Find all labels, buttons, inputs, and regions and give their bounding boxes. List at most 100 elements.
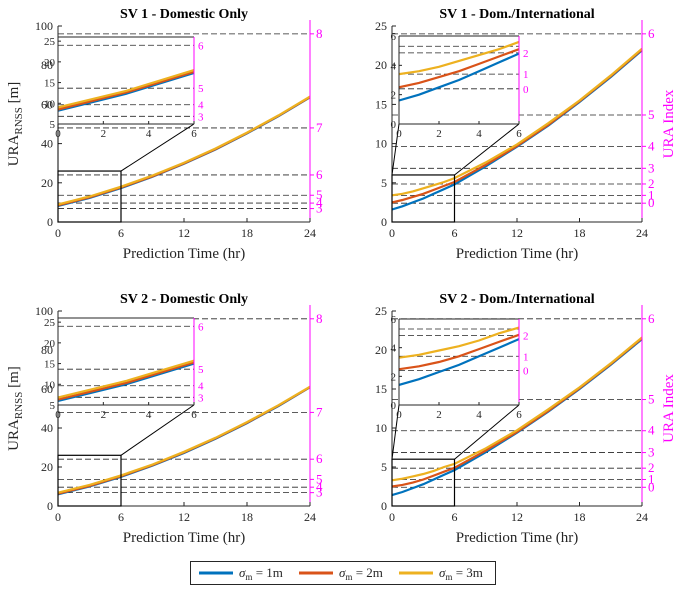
inset-x-tick-label: 2 <box>101 409 107 421</box>
inset-series-line <box>399 48 519 89</box>
inset-background <box>58 37 194 124</box>
inset-right-tick-label: 6 <box>198 321 204 333</box>
y-tick-label: 60 <box>41 97 53 111</box>
inset-x-tick-label: 4 <box>476 409 482 421</box>
inset-background <box>58 318 194 405</box>
right-tick-label: 5 <box>316 187 323 202</box>
right-tick-label: 4 <box>648 138 655 153</box>
inset-x-tick-label: 6 <box>516 409 522 421</box>
inset-y-tick-label: 0 <box>391 119 397 131</box>
y-axis-label-sub: RNSS <box>13 107 25 135</box>
y-axis-label-main: URA <box>6 419 22 451</box>
inset-series-line <box>399 52 519 102</box>
right-tick-label: 7 <box>316 120 323 135</box>
inset-right-tick-label: 5 <box>198 364 204 376</box>
inset-y-tick-label: 20 <box>44 57 56 69</box>
inset-x-tick-label: 6 <box>191 409 197 421</box>
y-tick-label: 0 <box>381 499 387 513</box>
y-tick-label: 25 <box>375 19 387 33</box>
y-tick-label: 40 <box>41 421 53 435</box>
y-tick-label: 80 <box>41 58 53 72</box>
zoom-connector <box>454 123 520 176</box>
zoom-connector <box>454 404 520 460</box>
right-tick-label: 8 <box>316 26 323 41</box>
inset-x-tick-label: 4 <box>146 409 152 421</box>
inset-series-line <box>58 69 194 109</box>
x-tick-label: 18 <box>574 226 586 240</box>
right-tick-label: 0 <box>648 195 655 210</box>
zoom-connector <box>391 123 400 176</box>
inset-x-tick-label: 2 <box>436 128 442 140</box>
y-tick-label: 10 <box>375 137 387 151</box>
right-tick-label: 4 <box>316 479 323 494</box>
x-tick-label: 18 <box>574 510 586 524</box>
x-tick-label: 6 <box>118 510 124 524</box>
inset-series-line <box>58 71 194 112</box>
inset-y-tick-label: 15 <box>44 78 56 90</box>
y-tick-label: 25 <box>375 304 387 318</box>
y-tick-label: 60 <box>41 382 53 396</box>
y-tick-label: 40 <box>41 137 53 151</box>
y-axis-label-right: URA Index <box>661 89 677 158</box>
right-tick-label: 6 <box>316 167 323 182</box>
right-tick-label: 0 <box>648 479 655 494</box>
inset-x-tick-label: 2 <box>436 409 442 421</box>
y-tick-label: 20 <box>375 343 387 357</box>
chart-title: SV 2 - Domestic Only <box>120 292 248 307</box>
y-tick-label: 15 <box>375 97 387 111</box>
y-tick-label: 10 <box>375 421 387 435</box>
inset-x-tick-label: 0 <box>55 409 61 421</box>
y-tick-label: 5 <box>381 176 387 190</box>
x-tick-label: 6 <box>118 226 124 240</box>
right-tick-label: 5 <box>316 471 323 486</box>
inset-x-tick-label: 6 <box>191 128 197 140</box>
legend: σm = 1m σm = 2m σm = 3m <box>190 561 496 585</box>
zoom-box <box>391 458 456 507</box>
inset-y-tick-label: 4 <box>391 343 397 355</box>
y-tick-label: 0 <box>47 215 53 229</box>
inset-y-tick-label: 25 <box>44 317 56 329</box>
inset-series-line <box>399 338 519 386</box>
inset-series <box>58 359 194 402</box>
inset-y-tick-label: 5 <box>50 119 56 131</box>
y-axis-label-sub: RNSS <box>13 392 25 420</box>
right-tick-label: 2 <box>648 460 655 475</box>
inset-y-tick-label: 0 <box>391 400 397 412</box>
inset-x-tick-label: 2 <box>101 128 107 140</box>
inset-x-tick-label: 4 <box>476 128 482 140</box>
inset-right-tick-label: 3 <box>198 111 204 123</box>
zoom-box <box>57 170 122 223</box>
right-tick-label: 5 <box>648 107 655 122</box>
x-tick-label: 6 <box>452 510 458 524</box>
right-tick-label: 7 <box>316 404 323 419</box>
series-line <box>57 385 311 494</box>
inset-y-tick-label: 10 <box>44 379 56 391</box>
inset-x-tick-label: 6 <box>516 128 522 140</box>
right-tick-label: 2 <box>648 176 655 191</box>
inset-y-tick-label: 2 <box>391 90 397 102</box>
inset-right-tick-label: 2 <box>523 48 529 60</box>
zoom-box <box>57 454 122 507</box>
x-axis-label: Prediction Time (hr) <box>123 246 246 262</box>
legend-label: σm = 3m <box>439 565 483 582</box>
inset-y-tick-label: 6 <box>391 314 397 326</box>
inset-series-line <box>399 326 519 359</box>
inset-y-tick-label: 5 <box>50 400 56 412</box>
x-tick-label: 0 <box>389 226 395 240</box>
x-tick-label: 6 <box>452 226 458 240</box>
y-tick-label: 20 <box>41 460 53 474</box>
y-axis-label-right: URA Index <box>661 374 677 443</box>
inset-right-tick-label: 1 <box>523 69 529 81</box>
y-tick-label: 20 <box>41 176 53 190</box>
inset-right-tick-label: 2 <box>523 330 529 342</box>
x-tick-label: 24 <box>636 226 648 240</box>
inset-series <box>399 40 519 102</box>
inset-right-tick-label: 6 <box>198 40 204 52</box>
inset-x-tick-label: 0 <box>55 128 61 140</box>
x-tick-label: 0 <box>389 510 395 524</box>
y-axis-label-unit: [m] <box>6 82 22 107</box>
inset-right-tick-label: 0 <box>523 366 529 378</box>
